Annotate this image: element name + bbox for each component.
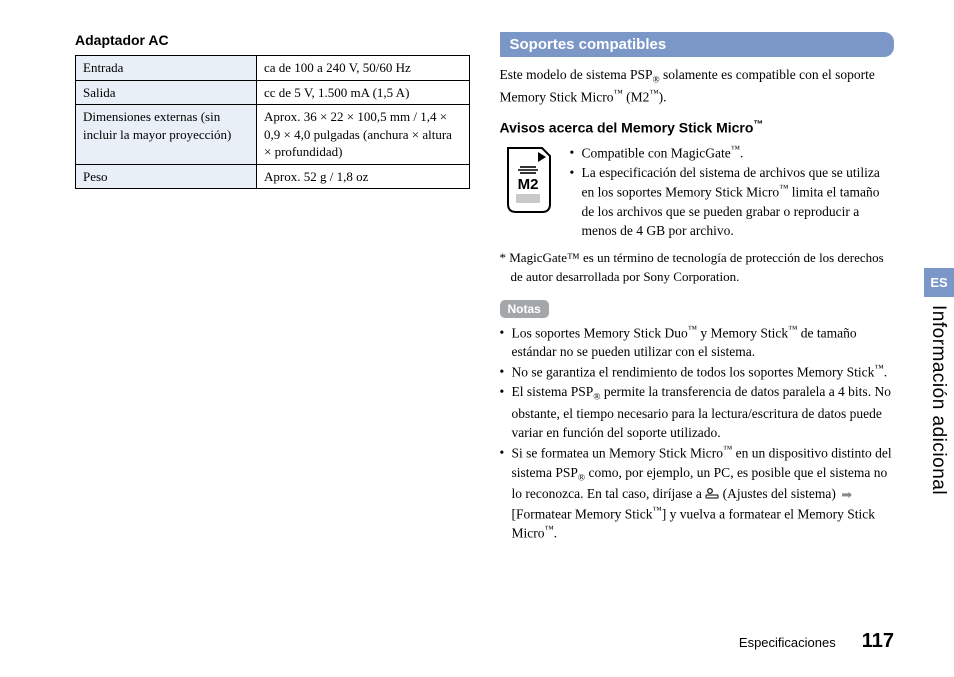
arrow-icon: ➡ (839, 486, 854, 504)
footer-section-label: Especificaciones (739, 635, 836, 650)
notes-list: Los soportes Memory Stick Duo™ y Memory … (500, 324, 895, 544)
list-item: La especificación del sistema de archivo… (570, 164, 895, 240)
ac-adapter-table: Entradaca de 100 a 240 V, 50/60 Hz Salid… (75, 55, 470, 189)
ac-adapter-heading: Adaptador AC (75, 32, 470, 48)
section-title-bar: Soportes compatibles (500, 32, 895, 57)
page-number: 117 (862, 630, 894, 653)
svg-text:M2: M2 (517, 176, 538, 193)
feature-list: Compatible con MagicGate™. La especifica… (570, 144, 895, 241)
table-row: Entradaca de 100 a 240 V, 50/60 Hz (76, 56, 470, 81)
table-row: PesoAprox. 52 g / 1,8 oz (76, 164, 470, 189)
right-column: Soportes compatibles Este modelo de sist… (500, 32, 895, 544)
left-column: Adaptador AC Entradaca de 100 a 240 V, 5… (75, 32, 470, 544)
page-footer: Especificaciones 117 (739, 630, 894, 653)
magicgate-footnote: * MagicGate™ es un término de tecnología… (500, 249, 895, 285)
list-item: Compatible con MagicGate™. (570, 144, 895, 163)
list-item: Los soportes Memory Stick Duo™ y Memory … (500, 324, 895, 362)
intro-paragraph: Este modelo de sistema PSP® solamente es… (500, 66, 895, 107)
section-vertical-label: Información adicional (927, 305, 949, 495)
notas-badge: Notas (500, 300, 549, 318)
list-item: No se garantiza el rendimiento de todos … (500, 363, 895, 382)
m2-card-icon: M2 (502, 144, 556, 216)
memory-stick-subheading: Avisos acerca del Memory Stick Micro™ (500, 119, 895, 136)
table-row: Salidacc de 5 V, 1.500 mA (1,5 A) (76, 80, 470, 105)
list-item: El sistema PSP® permite la transferencia… (500, 383, 895, 443)
language-tab: ES (924, 268, 954, 297)
settings-icon (705, 488, 719, 499)
list-item: Si se formatea un Memory Stick Micro™ en… (500, 444, 895, 543)
table-row: Dimensiones externas (sin incluir la may… (76, 105, 470, 165)
